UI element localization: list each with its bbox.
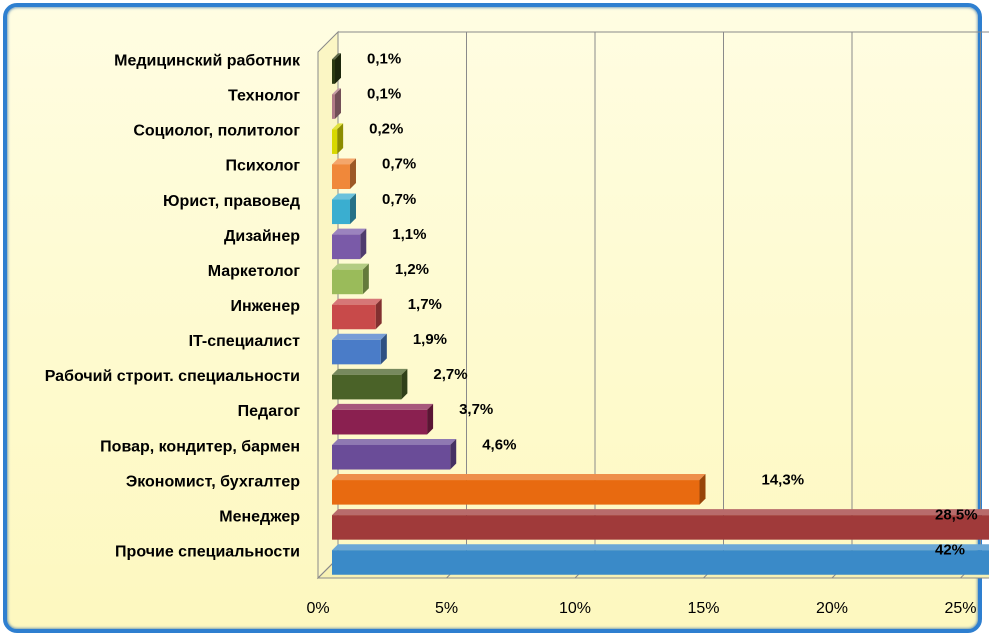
bar-top (332, 88, 341, 95)
category-label: Экономист, бухгалтер (126, 473, 300, 490)
category-label: Медицинский работник (114, 53, 301, 70)
bar (332, 53, 341, 84)
bar-front (332, 374, 402, 400)
bar-front (332, 480, 700, 505)
bar (332, 123, 344, 154)
bar (332, 263, 369, 295)
bar-side (375, 298, 382, 330)
bar-front (332, 515, 989, 540)
bar-top (332, 403, 434, 410)
bar-front (332, 199, 350, 225)
bar-top (332, 368, 408, 375)
bar-front (332, 409, 428, 435)
bar (332, 544, 989, 575)
bar (332, 368, 408, 400)
value-label: 0,7% (382, 191, 416, 208)
bar-top (332, 193, 356, 200)
bar-top (332, 123, 344, 130)
x-tick-label: 25% (944, 600, 976, 617)
category-label: Рабочий строит. специальности (45, 368, 300, 385)
bar-top (332, 474, 706, 481)
value-label: 2,7% (433, 366, 467, 383)
x-tick-label: 10% (559, 600, 591, 617)
category-label: Прочие специальности (115, 543, 300, 560)
category-label: Юрист, правовед (163, 193, 300, 210)
bar-front (332, 59, 335, 84)
bar-side (335, 53, 341, 84)
bar-side (360, 228, 367, 260)
bar-front (332, 164, 350, 190)
bar-side (362, 263, 369, 295)
bar-front (332, 94, 335, 119)
bar-side (380, 333, 387, 365)
bar (332, 158, 356, 190)
bar-front (332, 269, 363, 295)
bar-side (450, 438, 457, 470)
value-label: 0,1% (367, 51, 401, 68)
bar (332, 228, 367, 260)
bar (332, 438, 457, 470)
category-label: Психолог (226, 158, 301, 175)
value-label: 4,6% (482, 436, 516, 453)
bar-top (332, 228, 367, 235)
bar (332, 403, 434, 435)
bar-side (337, 123, 344, 154)
bar-top (332, 333, 387, 340)
bar (332, 88, 341, 119)
category-label: Технолог (228, 88, 300, 105)
bar-side (401, 368, 408, 400)
category-label: Маркетолог (208, 263, 301, 280)
category-label: Социолог, политолог (133, 123, 300, 140)
value-label: 0,1% (367, 86, 401, 103)
chart-labels: 0%5%10%15%20%25%30%35%40%45%Медицинский … (45, 51, 978, 617)
category-label: Дизайнер (224, 228, 300, 245)
bar-side (699, 474, 706, 505)
value-label: 42% (935, 541, 965, 558)
bar-front (332, 444, 451, 470)
bar-top (332, 298, 382, 305)
bar-top (332, 158, 356, 165)
value-label: 28,5% (935, 506, 978, 523)
category-label: IT-специалист (189, 333, 301, 350)
bar (332, 509, 989, 540)
bar-side (349, 193, 356, 225)
bar-front (332, 304, 376, 330)
value-label: 0,2% (369, 121, 403, 138)
bar-front (332, 339, 381, 365)
bar-side (349, 158, 356, 190)
bar-top (332, 53, 341, 60)
bar-side (427, 403, 434, 435)
value-label: 1,2% (395, 261, 429, 278)
bar-side (335, 88, 341, 119)
x-tick-label: 20% (816, 600, 848, 617)
bar (332, 193, 356, 225)
value-label: 1,9% (413, 331, 447, 348)
bar-top (332, 438, 457, 445)
bar-top (332, 509, 989, 516)
bar-top (332, 544, 989, 551)
value-label: 0,7% (382, 156, 416, 173)
value-label: 14,3% (762, 471, 805, 488)
bar (332, 298, 382, 330)
category-label: Инженер (230, 298, 300, 315)
bar (332, 474, 706, 505)
x-tick-label: 0% (306, 600, 329, 617)
category-label: Педагог (238, 403, 301, 420)
x-tick-label: 5% (435, 600, 458, 617)
bar (332, 333, 387, 365)
value-label: 3,7% (459, 401, 493, 418)
bar-top (332, 263, 369, 270)
bar-front (332, 129, 338, 154)
bar-front (332, 234, 361, 260)
x-tick-label: 15% (687, 600, 719, 617)
category-label: Повар, кондитер, бармен (100, 438, 300, 455)
bar-front (332, 550, 989, 575)
category-label: Менеджер (219, 508, 300, 525)
chart-bars (332, 53, 989, 575)
value-label: 1,7% (408, 296, 442, 313)
value-label: 1,1% (392, 226, 426, 243)
